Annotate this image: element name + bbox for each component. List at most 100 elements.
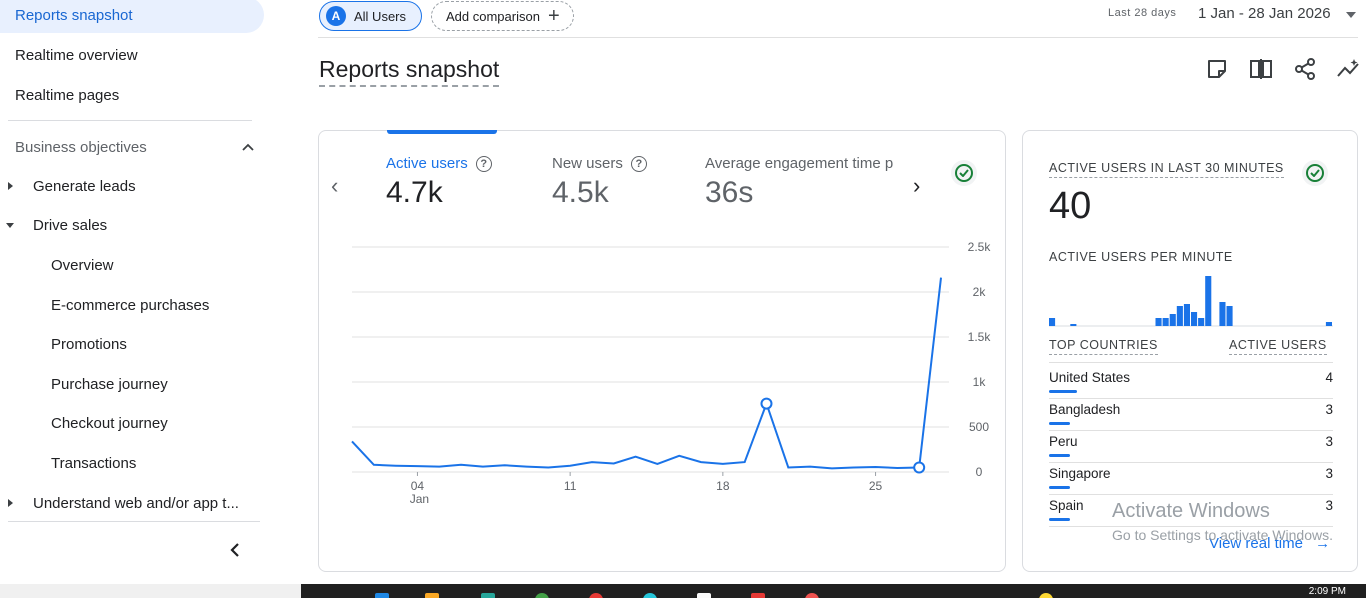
view-real-time-label: View real time [1209, 535, 1303, 552]
help-icon[interactable]: ? [475, 155, 492, 172]
audience-chip[interactable]: A All Users [319, 1, 422, 31]
sidebar-item-reports-snapshot[interactable]: Reports snapshot [0, 0, 264, 33]
metric-value: 4.7k [386, 176, 443, 209]
arrow-right-icon: → [1315, 535, 1331, 552]
per-minute-bar-chart [1049, 276, 1333, 327]
collapse-sidebar-icon[interactable] [228, 542, 242, 558]
taskbar-apps: 2:09 PM [301, 584, 1366, 598]
per-minute-bar [1155, 318, 1162, 326]
x-tick-label: 04 [411, 479, 425, 493]
country-row: Bangladesh 3 [1049, 399, 1333, 431]
per-minute-bar [1070, 324, 1077, 326]
sidebar-item-realtime-pages[interactable]: Realtime pages [15, 77, 119, 113]
country-share-bar [1049, 486, 1070, 489]
y-tick-label: 500 [969, 420, 989, 434]
per-minute-bar [1205, 276, 1212, 326]
sidebar-item-realtime-overview[interactable]: Realtime overview [15, 37, 138, 73]
data-point [913, 461, 926, 474]
chevron-up-icon[interactable] [241, 142, 255, 152]
sidebar-item-promotions[interactable]: Promotions [51, 326, 127, 362]
sidebar-item-purchase-journey[interactable]: Purchase journey [51, 366, 168, 402]
country-share-bar [1049, 454, 1070, 457]
help-icon[interactable]: ? [630, 155, 647, 172]
y-tick-label: 2k [973, 285, 987, 299]
country-name: Bangladesh [1049, 402, 1121, 417]
sidebar-group-understand-web-app[interactable]: Understand web and/or app t... [8, 485, 239, 521]
metric-active-users[interactable]: Active users ? 4.7k [386, 155, 492, 210]
header-divider [318, 37, 1358, 38]
sidebar-item-overview[interactable]: Overview [51, 247, 114, 283]
country-row: United States 4 [1049, 367, 1333, 399]
compare-icon[interactable] [1249, 57, 1273, 81]
per-minute-title: ACTIVE USERS PER MINUTE [1049, 250, 1233, 264]
series-line-active-users [351, 277, 942, 470]
sidebar-item-checkout-journey[interactable]: Checkout journey [51, 405, 168, 441]
tray-icon[interactable] [1039, 593, 1053, 598]
metric-label: Active users [386, 155, 468, 172]
metric-label: Average engagement time p [705, 155, 894, 172]
country-name: United States [1049, 370, 1131, 385]
sidebar-item-label: Realtime overview [15, 46, 138, 64]
country-name: Singapore [1049, 466, 1111, 481]
sidebar-group-drive-sales[interactable]: Drive sales [6, 207, 107, 243]
whatsapp-icon[interactable] [535, 593, 549, 598]
add-comparison-button[interactable]: Add comparison + [431, 1, 574, 31]
metric-new-users[interactable]: New users ? 4.5k [552, 155, 647, 210]
share-icon[interactable] [1293, 57, 1317, 81]
per-minute-bar [1191, 312, 1198, 326]
chrome-icon[interactable] [805, 593, 819, 598]
expand-arrow-icon [8, 499, 13, 507]
chevron-left-icon[interactable]: ‹ [331, 173, 339, 198]
sidebar-item-label: Realtime pages [15, 86, 120, 104]
chevron-right-icon[interactable]: › [913, 173, 921, 198]
data-quality-check-icon[interactable] [951, 160, 977, 186]
sidebar-divider [8, 120, 252, 121]
taskbar-clock[interactable]: 2:09 PM [1308, 586, 1346, 597]
sidebar-item-label: Checkout journey [51, 414, 168, 432]
sidebar-item-transactions[interactable]: Transactions [51, 445, 136, 481]
x-tick-sublabel: Jan [410, 492, 429, 506]
metric-avg-engagement[interactable]: Average engagement time p 36s [705, 155, 901, 210]
per-minute-bar [1176, 306, 1183, 326]
country-share-bar [1049, 390, 1077, 393]
country-name: Peru [1049, 434, 1078, 449]
y-tick-label: 2.5k [968, 240, 992, 254]
insights-icon[interactable] [1337, 57, 1361, 81]
sidebar-group-generate-leads[interactable]: Generate leads [8, 168, 136, 204]
sidebar-divider [8, 521, 260, 522]
watermark-line2: Go to Settings to activate Windows. [1112, 527, 1333, 543]
realtime-check-icon[interactable] [1302, 160, 1328, 186]
x-tick-label: 25 [869, 479, 883, 493]
caret-down-icon[interactable] [1346, 12, 1356, 18]
per-minute-bar [1219, 302, 1226, 326]
group-label: Understand web and/or app t... [33, 494, 239, 512]
per-minute-bar [1325, 322, 1332, 326]
sidebar: Reports snapshot Realtime overview Realt… [0, 0, 300, 584]
country-row: Peru 3 [1049, 431, 1333, 463]
date-range-picker[interactable]: 1 Jan - 28 Jan 2026 [1198, 5, 1331, 22]
store-icon[interactable] [481, 593, 495, 598]
country-count: 4 [1325, 370, 1333, 385]
country-share-bar [1049, 422, 1070, 425]
realtime-title: ACTIVE USERS IN LAST 30 MINUTES [1049, 161, 1284, 178]
explorer-icon[interactable] [375, 593, 389, 598]
note-icon[interactable] [1205, 57, 1229, 81]
app-icon[interactable] [589, 593, 603, 598]
country-count: 3 [1325, 498, 1333, 513]
group-label: Generate leads [33, 177, 136, 195]
view-real-time-link[interactable]: View real time → [1209, 535, 1330, 552]
y-tick-label: 1k [973, 375, 987, 389]
edge-icon[interactable] [643, 593, 657, 598]
metric-value: 36s [705, 176, 754, 209]
date-range-label: Last 28 days [1108, 7, 1177, 19]
folder-icon[interactable] [425, 593, 439, 598]
sidebar-item-ecommerce-purchases[interactable]: E-commerce purchases [51, 287, 209, 323]
pdf-icon[interactable] [751, 593, 765, 598]
per-minute-bar [1162, 318, 1169, 326]
terminal-icon[interactable] [697, 593, 711, 598]
country-share-bar [1049, 518, 1070, 521]
per-minute-bar [1169, 314, 1176, 326]
section-business-objectives[interactable]: Business objectives [15, 135, 255, 159]
